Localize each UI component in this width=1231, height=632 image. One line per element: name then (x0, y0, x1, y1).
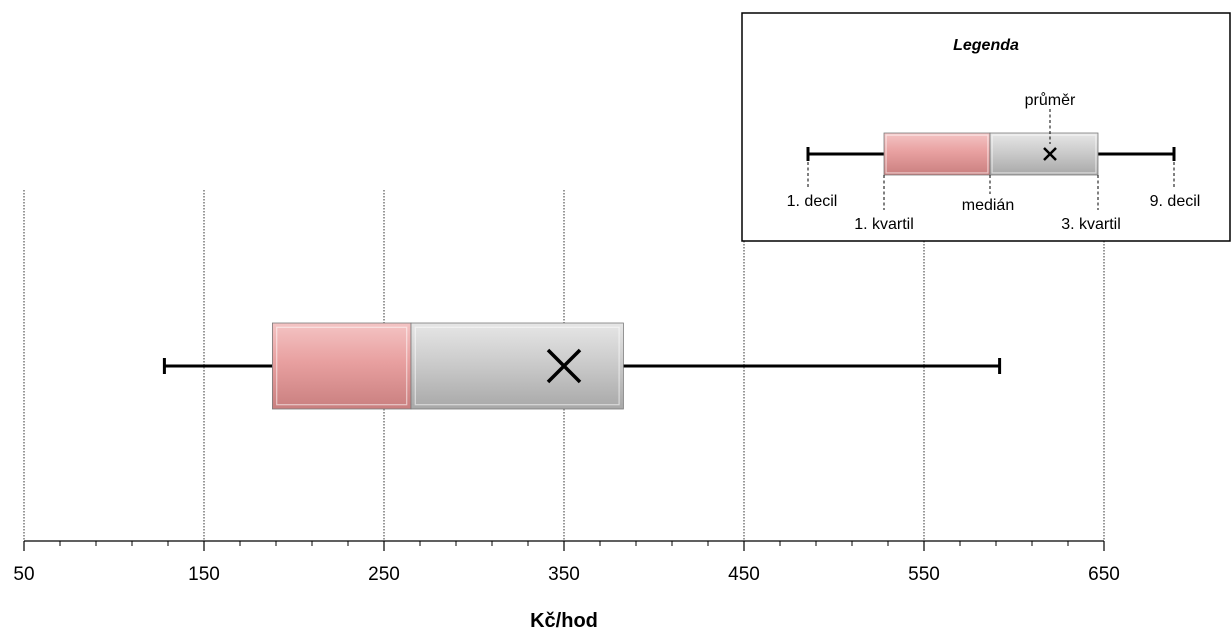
x-tick-label: 650 (1088, 564, 1120, 585)
box-upper-quartile-bevel (991, 134, 1097, 174)
x-axis-title: Kč/hod (530, 610, 598, 632)
box-lower-quartile-bevel (276, 326, 408, 406)
legend-label-decile-9: 9. decil (1150, 193, 1201, 210)
legend-label-quartile-3: 3. kvartil (1061, 216, 1121, 233)
x-tick-label: 250 (368, 564, 400, 585)
box-upper-quartile (989, 132, 1099, 176)
mean-marker (1043, 147, 1057, 161)
x-tick-label: 450 (728, 564, 760, 585)
legend-label-decile-1: 1. decil (787, 193, 838, 210)
legend-label-median: medián (962, 197, 1014, 214)
box-upper-quartile (410, 322, 624, 410)
x-axis: 50 150 250 350 450 550 650 Kč/hod (13, 540, 1120, 632)
x-tick-label: 150 (188, 564, 220, 585)
mean-marker (546, 348, 582, 384)
legend-frame (741, 12, 1231, 242)
x-tick-label: 550 (908, 564, 940, 585)
box-lower-quartile (271, 322, 412, 410)
legend-label-quartile-1: 1. kvartil (854, 216, 914, 233)
legend-title: Legenda (953, 37, 1019, 54)
box-plot (162, 322, 1002, 410)
legend: Legenda průměr 1. decil 1. kvartil medián 3. … (741, 12, 1231, 242)
x-tick-label: 350 (548, 564, 580, 585)
box-lower-quartile (883, 132, 991, 176)
legend-label-mean: průměr (1025, 91, 1076, 109)
x-tick-label: 50 (13, 564, 34, 585)
box-upper-quartile-bevel (414, 326, 620, 406)
box-lower-quartile-bevel (885, 134, 989, 174)
